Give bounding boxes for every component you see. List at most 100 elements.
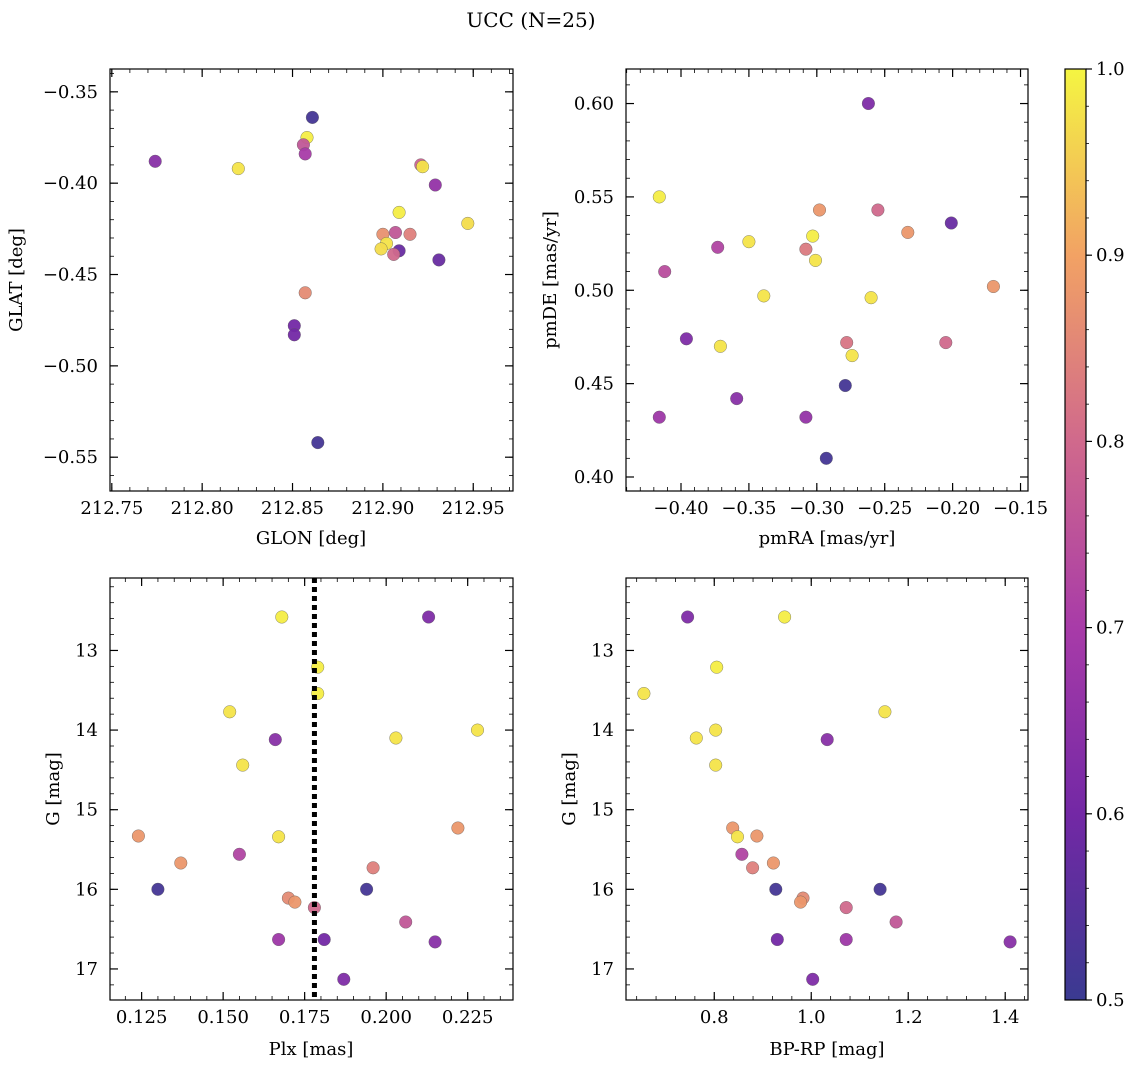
scatter-panel-color-magnitude: 0.8 1.0 1.2 1.4 13 14 15 16 17 BP-RP [mag] G [ma… [559, 577, 1029, 1060]
y-axis-label: GLAT [deg] [6, 228, 27, 332]
scatter-point [432, 253, 446, 267]
scatter-point [272, 932, 286, 947]
x-tick-label: 212.90 [351, 498, 414, 519]
y-tick-label: 0.50 [574, 280, 614, 301]
x-tick-label: 0.150 [197, 1007, 249, 1028]
scatter-point [778, 610, 792, 624]
x-tick-label: 212.80 [171, 498, 234, 519]
scatter-point [861, 96, 875, 111]
colorbar-tick-label: 0.7 [1096, 618, 1125, 639]
scatter-point [652, 410, 666, 424]
scatter-point [889, 915, 903, 929]
y-axis-label: G [mag] [43, 752, 64, 825]
scatter-point [799, 242, 813, 256]
scatter-point [730, 830, 745, 844]
scatter-point [871, 203, 885, 217]
x-tick-label: −0.20 [925, 498, 980, 519]
scatter-point [470, 723, 485, 737]
scatter-point [1003, 935, 1017, 949]
scatter-panel-parallax-magnitude: 0.125 0.150 0.175 0.200 0.225 13 14 15 16 17 Plx … [43, 577, 514, 1060]
x-tick-label: 212.85 [261, 498, 324, 519]
scatter-point [838, 378, 852, 393]
y-tick-label: 0.60 [574, 94, 614, 115]
scatter-point [298, 147, 312, 161]
colorbar: 0.5 0.6 0.7 0.8 0.9 1.0 [1064, 59, 1125, 1011]
scatter-point [939, 336, 953, 350]
y-tick-label: 17 [75, 959, 98, 980]
x-tick-label: 1.0 [797, 1007, 826, 1028]
x-tick-label: 0.175 [279, 1007, 331, 1028]
scatter-point [746, 861, 760, 875]
scatter-point [845, 349, 859, 363]
scatter-point [236, 758, 250, 772]
y-tick-label: 16 [591, 879, 614, 900]
x-tick-label: −0.30 [789, 498, 844, 519]
scatter-point [873, 882, 887, 896]
y-tick-label: 15 [591, 800, 614, 821]
x-tick-label: 212.95 [442, 498, 505, 519]
x-tick-label: 212.75 [80, 498, 143, 519]
scatter-point [709, 723, 723, 737]
x-axis-label: GLON [deg] [256, 528, 366, 549]
x-axis-label: Plx [mas] [269, 1039, 354, 1060]
scatter-point [864, 291, 878, 305]
scatter-point [399, 915, 413, 929]
scatter-panel-glon-glat: 212.75 212.80 212.85 212.90 212.95 −0.35 −0.40… [6, 68, 514, 549]
y-tick-label: 14 [591, 720, 614, 741]
axes-frame [109, 577, 514, 1001]
scatter-point [806, 229, 820, 243]
scatter-point [223, 705, 237, 719]
scatter-point [735, 847, 749, 861]
scatter-point [757, 289, 771, 303]
scatter-point [986, 279, 1000, 294]
scatter-point [275, 610, 289, 624]
scatter-point [374, 242, 388, 256]
figure-title: UCC (N=25) [466, 8, 595, 32]
scatter-point [337, 972, 351, 986]
scatter-point [711, 240, 725, 254]
scatter-point [766, 856, 780, 870]
scatter-point [174, 856, 188, 870]
scatter-point [360, 882, 374, 896]
x-axis-label: pmRA [mas/yr] [759, 528, 896, 549]
y-tick-label: −0.40 [43, 173, 98, 194]
scatter-point [231, 162, 245, 176]
y-tick-label: 14 [75, 720, 98, 741]
y-tick-label: 16 [75, 879, 98, 900]
axes-frame [625, 68, 1029, 492]
scatter-point [944, 216, 958, 230]
scatter-point [298, 286, 312, 300]
scatter-point [451, 821, 465, 835]
scatter-point [389, 731, 403, 745]
scatter-point [387, 247, 401, 261]
scatter-point [812, 203, 827, 217]
scatter-point [901, 225, 915, 239]
scatter-point [428, 178, 442, 192]
scatter-point [839, 932, 853, 947]
scatter-point [428, 935, 442, 949]
y-axis-label: G [mag] [559, 752, 580, 825]
scatter-point [713, 339, 727, 353]
scatter-point [709, 758, 723, 772]
scatter-point [305, 110, 319, 124]
scatter-point [311, 436, 325, 450]
scatter-point [839, 901, 853, 915]
scatter-point [806, 972, 820, 986]
scatter-point [799, 410, 813, 424]
scatter-point [403, 227, 417, 241]
y-tick-label: 17 [591, 959, 614, 980]
scatter-point [151, 882, 165, 896]
colorbar-gradient [1064, 68, 1087, 1001]
scatter-panel-proper-motion: −0.40 −0.35 −0.30 −0.25 −0.20 −0.15 0.40 0.45 0.… [540, 68, 1048, 549]
y-tick-label: 15 [75, 800, 98, 821]
scatter-point [679, 332, 693, 346]
scatter-point [422, 610, 436, 624]
scatter-point [317, 932, 331, 947]
scatter-point [878, 705, 892, 719]
y-tick-label: −0.55 [43, 447, 98, 468]
scatter-point [148, 154, 162, 168]
scatter-point [840, 336, 854, 350]
scatter-point [658, 265, 672, 279]
y-tick-label: −0.50 [43, 356, 98, 377]
